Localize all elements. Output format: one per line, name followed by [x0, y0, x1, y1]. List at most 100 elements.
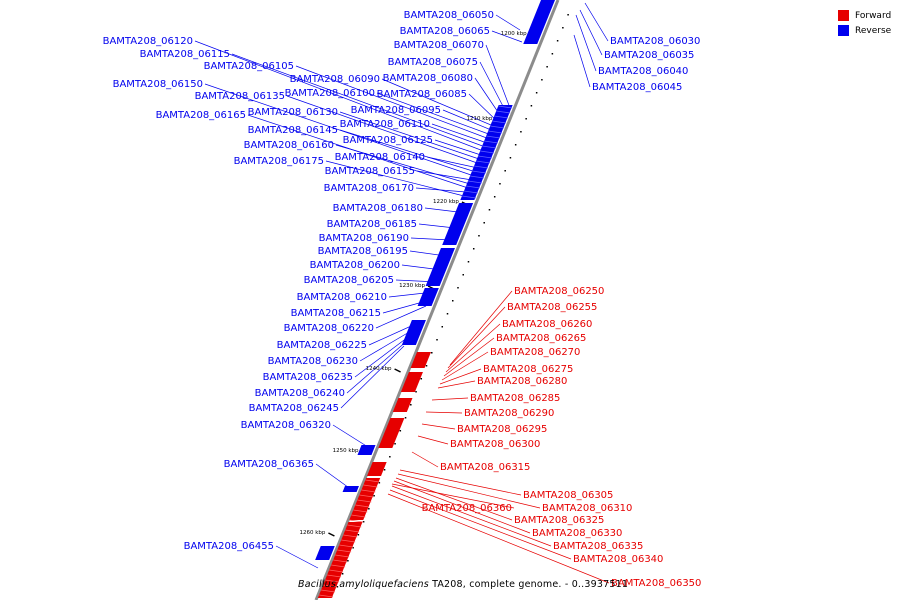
reverse-gene-block[interactable]: [523, 0, 555, 44]
reverse-gene-label[interactable]: BAMTA208_06455: [184, 541, 274, 552]
reverse-connector: [479, 61, 507, 113]
reverse-gene-label[interactable]: BAMTA208_06175: [234, 156, 324, 167]
forward-gene-block[interactable]: [317, 522, 363, 598]
reverse-gene-label[interactable]: BAMTA208_06090: [290, 74, 380, 85]
forward-gene-block[interactable]: [392, 398, 413, 412]
forward-gene-label[interactable]: BAMTA208_06350: [611, 578, 701, 589]
reverse-gene-label[interactable]: BAMTA208_06070: [394, 40, 484, 51]
forward-gene-label[interactable]: BAMTA208_06275: [483, 364, 573, 375]
reverse-gene-label[interactable]: BAMTA208_06170: [324, 183, 414, 194]
reverse-gene-label[interactable]: BAMTA208_06160: [244, 140, 334, 151]
gene-stripe: [347, 524, 362, 528]
reverse-gene-label[interactable]: BAMTA208_06125: [343, 135, 433, 146]
axis-dot: [472, 248, 475, 250]
reverse-gene-block[interactable]: [357, 445, 376, 455]
axis-dot: [410, 404, 412, 406]
reverse-gene-label[interactable]: BAMTA208_06235: [263, 372, 353, 383]
forward-gene-label[interactable]: BAMTA208_06280: [477, 376, 567, 387]
reverse-gene-label[interactable]: BAMTA208_06365: [224, 459, 314, 470]
reverse-gene-label[interactable]: BAMTA208_06225: [277, 340, 367, 351]
reverse-gene-block[interactable]: [342, 486, 359, 492]
reverse-connector: [340, 345, 405, 409]
reverse-gene-label[interactable]: BAMTA208_06215: [291, 308, 381, 319]
reverse-gene-label[interactable]: BAMTA208_06045: [592, 82, 682, 93]
reverse-gene-block[interactable]: [425, 248, 455, 286]
forward-gene-label[interactable]: BAMTA208_06335: [553, 541, 643, 552]
reverse-gene-label[interactable]: BAMTA208_06155: [325, 166, 415, 177]
forward-gene-label[interactable]: BAMTA208_06260: [502, 319, 592, 330]
reverse-connector: [332, 424, 369, 448]
reverse-gene-label[interactable]: BAMTA208_06150: [113, 79, 203, 90]
reverse-gene-label[interactable]: BAMTA208_06065: [400, 26, 490, 37]
forward-gene-label[interactable]: BAMTA208_06300: [450, 439, 540, 450]
axis-dot: [352, 547, 354, 549]
forward-gene-label[interactable]: BAMTA208_06285: [470, 393, 560, 404]
reverse-gene-label[interactable]: BAMTA208_06180: [333, 203, 423, 214]
forward-connector: [393, 480, 531, 534]
reverse-gene-label[interactable]: BAMTA208_06165: [156, 110, 246, 121]
reverse-gene-label[interactable]: BAMTA208_06245: [249, 403, 339, 414]
gene-stripe: [482, 145, 497, 149]
forward-gene-block[interactable]: [378, 418, 405, 448]
axis-dot: [525, 118, 527, 120]
forward-gene-block[interactable]: [400, 372, 423, 392]
reverse-gene-label[interactable]: BAMTA208_06130: [248, 107, 338, 118]
legend-item-reverse: Reverse: [838, 23, 891, 38]
reverse-gene-label[interactable]: BAMTA208_06205: [304, 275, 394, 286]
reverse-gene-label[interactable]: BAMTA208_06115: [140, 49, 230, 60]
reverse-gene-label[interactable]: BAMTA208_06185: [327, 219, 417, 230]
reverse-gene-label[interactable]: BAMTA208_06145: [248, 125, 338, 136]
forward-gene-label[interactable]: BAMTA208_06290: [464, 408, 554, 419]
reverse-gene-label[interactable]: BAMTA208_06195: [318, 246, 408, 257]
forward-gene-label[interactable]: BAMTA208_06310: [542, 503, 632, 514]
forward-gene-label[interactable]: BAMTA208_06255: [507, 302, 597, 313]
reverse-gene-label[interactable]: BAMTA208_06095: [351, 105, 441, 116]
reverse-gene-label[interactable]: BAMTA208_06030: [610, 36, 700, 47]
reverse-gene-label[interactable]: BAMTA208_06100: [285, 88, 375, 99]
reverse-gene-label[interactable]: BAMTA208_06075: [388, 57, 478, 68]
forward-gene-label[interactable]: BAMTA208_06340: [573, 554, 663, 565]
genome-description: TA208, complete genome. - 0..3937511: [428, 579, 629, 590]
reverse-connector: [231, 53, 489, 149]
forward-gene-label[interactable]: BAMTA208_06305: [523, 490, 613, 501]
reverse-gene-block[interactable]: [401, 320, 426, 345]
forward-gene-label[interactable]: BAMTA208_06315: [440, 462, 530, 473]
reverse-gene-label[interactable]: BAMTA208_06220: [284, 323, 374, 334]
forward-gene-label[interactable]: BAMTA208_06330: [532, 528, 622, 539]
reverse-gene-label[interactable]: BAMTA208_06320: [241, 420, 331, 431]
forward-gene-label[interactable]: BAMTA208_06270: [490, 347, 580, 358]
reverse-gene-label[interactable]: BAMTA208_06210: [297, 292, 387, 303]
reverse-gene-label[interactable]: BAMTA208_06230: [268, 356, 358, 367]
forward-gene-label[interactable]: BAMTA208_06265: [496, 333, 586, 344]
forward-gene-label[interactable]: BAMTA208_06360: [422, 503, 512, 514]
reverse-gene-label[interactable]: BAMTA208_06240: [255, 388, 345, 399]
forward-gene-label[interactable]: BAMTA208_06250: [514, 286, 604, 297]
forward-gene-label[interactable]: BAMTA208_06325: [514, 515, 604, 526]
reverse-gene-label[interactable]: BAMTA208_06135: [195, 91, 285, 102]
reverse-gene-label[interactable]: BAMTA208_06085: [377, 89, 467, 100]
reverse-gene-block[interactable]: [417, 288, 439, 306]
forward-gene-label[interactable]: BAMTA208_06295: [457, 424, 547, 435]
forward-gene-block[interactable]: [410, 352, 432, 368]
reverse-gene-label[interactable]: BAMTA208_06200: [310, 260, 400, 271]
reverse-gene-label[interactable]: BAMTA208_06040: [598, 66, 688, 77]
axis-dot: [499, 183, 501, 185]
reverse-gene-label[interactable]: BAMTA208_06140: [335, 152, 425, 163]
axis-dot: [467, 261, 470, 263]
gene-stripe: [361, 489, 376, 493]
forward-gene-block[interactable]: [349, 478, 381, 520]
reverse-gene-label[interactable]: BAMTA208_06120: [103, 36, 193, 47]
forward-connector: [425, 411, 463, 414]
reverse-gene-label[interactable]: BAMTA208_06080: [383, 73, 473, 84]
gene-stripe: [465, 185, 481, 189]
forward-gene-block[interactable]: [367, 462, 387, 476]
reverse-gene-label[interactable]: BAMTA208_06050: [404, 10, 494, 21]
reverse-gene-block[interactable]: [442, 203, 474, 245]
reverse-gene-label[interactable]: BAMTA208_06110: [340, 119, 430, 130]
forward-connector: [447, 306, 506, 369]
reverse-gene-label[interactable]: BAMTA208_06190: [319, 233, 409, 244]
reverse-gene-block[interactable]: [315, 546, 335, 560]
reverse-gene-label[interactable]: BAMTA208_06035: [604, 50, 694, 61]
reverse-gene-label[interactable]: BAMTA208_06105: [204, 61, 294, 72]
